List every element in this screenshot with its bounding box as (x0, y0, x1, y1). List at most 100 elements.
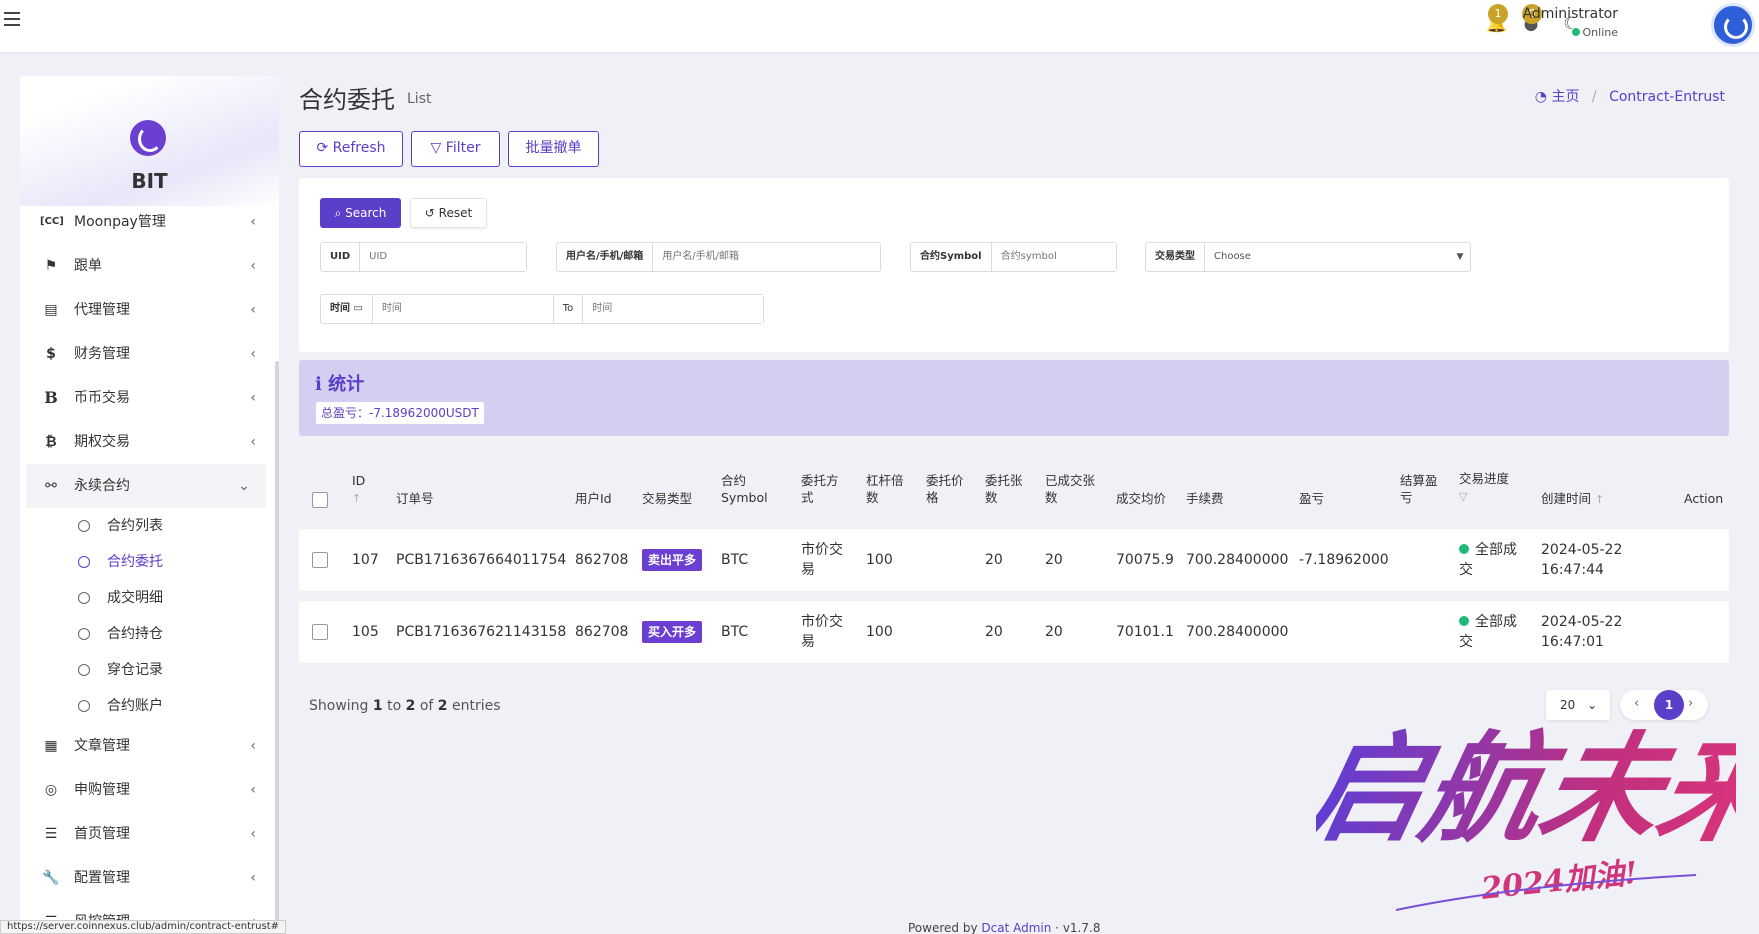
list-icon: ☰ (44, 826, 58, 842)
page-current[interactable]: 1 (1654, 690, 1684, 720)
subitem-trade-detail[interactable]: 成交明细 (20, 580, 272, 616)
th-id[interactable]: ID ↑ (352, 473, 366, 505)
circle-icon (78, 520, 90, 532)
select-all-checkbox[interactable] (312, 492, 328, 508)
sidebar-item-perpetual[interactable]: ⚯ 永续合约 ⌄ (26, 464, 266, 508)
reset-button[interactable]: ↺ Reset (410, 198, 487, 228)
symbol-field: 合约Symbol (910, 242, 1117, 272)
watermark-swoosh (1395, 874, 1697, 911)
sidebar-item-config[interactable]: 🔧 配置管理 ‹ (20, 856, 272, 900)
dollar-icon: $ (46, 346, 56, 362)
table-row: 107 PCB1716367664011754 862708 卖出平多 BTC … (299, 529, 1729, 591)
subitem-contract-entrust[interactable]: 合约委托 (20, 544, 272, 580)
sidebar-scrollbar[interactable] (275, 361, 279, 921)
user-name[interactable]: Administrator (1522, 6, 1618, 22)
per-page-select[interactable]: 20 ⌄ (1546, 690, 1610, 720)
user-status: Online (1571, 26, 1618, 39)
filter-icon[interactable]: ▽ (1459, 490, 1468, 503)
trade-type-label: 交易类型 (1146, 243, 1205, 271)
sort-arrow-icon[interactable]: ↑ (1595, 493, 1605, 506)
subitem-contract-account[interactable]: 合约账户 (20, 688, 272, 724)
bell-icon[interactable]: 🔔 1 (1486, 4, 1508, 36)
sidebar-item-moonpay[interactable]: [CC] Moonpay管理 ‹ (20, 200, 272, 244)
subitem-position[interactable]: 合约持仓 (20, 616, 272, 652)
batch-cancel-button[interactable]: 批量撤单 (508, 131, 599, 167)
trade-type-select[interactable]: Choose (1214, 251, 1251, 262)
cell-leverage: 100 (866, 552, 893, 568)
uid-input[interactable] (360, 243, 526, 271)
time-range-field: 时间 ▭ To (320, 294, 764, 324)
row-checkbox[interactable] (312, 624, 328, 640)
subitem-liquidation[interactable]: 穿仓记录 (20, 652, 272, 688)
cell-trade-type: 卖出平多 (642, 549, 703, 571)
cell-symbol: BTC (721, 624, 749, 640)
cell-entrust-qty: 20 (985, 552, 1003, 568)
row-checkbox[interactable] (312, 552, 328, 568)
total-pnl: 总盈亏：-7.18962000USDT (316, 402, 484, 424)
th-settle-pnl: 结算盈亏 (1400, 473, 1438, 505)
user-input[interactable] (653, 243, 880, 271)
avatar[interactable] (1711, 3, 1755, 47)
menu-toggle-icon[interactable] (4, 12, 20, 26)
subitem-contract-list[interactable]: 合约列表 (20, 508, 272, 544)
prev-page-icon[interactable]: ‹ (1634, 696, 1640, 711)
next-page-icon[interactable]: › (1688, 696, 1694, 711)
brand-name: BIT (131, 169, 168, 193)
th-filled-qty: 已成交张数 (1045, 473, 1096, 505)
sort-arrow-icon[interactable]: ↑ (352, 492, 362, 505)
table-header: ID ↑ 订单号 用户Id 交易类型 合约Symbol 委托方式 杠杆倍数 委托价… (299, 464, 1729, 528)
cell-progress: 全部成交 (1459, 542, 1517, 578)
message-icon[interactable]: ● 0 (1520, 4, 1542, 36)
sidebar-item-articles[interactable]: ▦ 文章管理 ‹ (20, 724, 272, 768)
chevron-left-icon: ‹ (250, 302, 256, 318)
filter-button[interactable]: ▽ Filter (411, 131, 500, 167)
cell-pnl: -7.18962000 (1299, 552, 1389, 568)
th-created-at[interactable]: 创建时间 ↑ (1541, 491, 1605, 506)
user-label: 用户名/手机/邮箱 (557, 243, 654, 271)
cell-fee: 700.28400000 (1186, 552, 1289, 568)
link-icon: ⚯ (45, 478, 57, 494)
cell-trade-type: 买入开多 (642, 621, 703, 643)
th-user-id: 用户Id (575, 491, 612, 506)
breadcrumb-separator: / (1591, 89, 1597, 105)
online-dot-icon (1571, 28, 1580, 36)
footer-link[interactable]: Dcat Admin (981, 921, 1052, 934)
time-end-input[interactable] (583, 295, 763, 323)
cell-entrust-mode: 市价交易 (801, 614, 843, 650)
sidebar-item-homepage[interactable]: ☰ 首页管理 ‹ (20, 812, 272, 856)
cell-avg-price: 70101.1 (1116, 624, 1174, 640)
breadcrumb: ◔ 主页 / Contract-Entrust (1535, 86, 1725, 106)
sidebar-item-agent[interactable]: ▤ 代理管理 ‹ (20, 288, 272, 332)
chevron-left-icon: ‹ (250, 390, 256, 406)
th-leverage: 杠杆倍数 (866, 473, 904, 505)
breadcrumb-home[interactable]: 主页 (1551, 89, 1580, 105)
th-fee: 手续费 (1186, 491, 1224, 506)
time-start-input[interactable] (372, 295, 554, 323)
refresh-icon: ⟳ (316, 140, 329, 156)
search-button[interactable]: ⌕ Search (320, 198, 401, 228)
caret-down-icon: ▼ (1456, 252, 1464, 262)
symbol-label: 合约Symbol (911, 243, 992, 271)
bold-b-icon: B (44, 388, 58, 407)
th-avg-price: 成交均价 (1116, 491, 1167, 506)
cell-created-at: 2024-05-22 16:47:44 (1541, 542, 1623, 578)
status-dot-icon (1459, 616, 1469, 626)
lifebuoy-icon: ◎ (44, 782, 58, 798)
message-badge: 0 (1522, 4, 1542, 24)
symbol-input[interactable] (991, 243, 1116, 271)
sidebar-item-spot[interactable]: B 币币交易 ‹ (20, 376, 272, 420)
th-entrust-mode: 委托方式 (801, 473, 839, 505)
sidebar-item-options[interactable]: ₿ 期权交易 ‹ (20, 420, 272, 464)
refresh-button[interactable]: ⟳ Refresh (299, 131, 403, 167)
th-pnl: 盈亏 (1299, 491, 1325, 506)
cell-entrust-mode: 市价交易 (801, 542, 843, 578)
trade-type-tag: 买入开多 (642, 621, 703, 643)
sidebar-item-finance[interactable]: $ 财务管理 ‹ (20, 332, 272, 376)
sidebar-item-subscription[interactable]: ◎ 申购管理 ‹ (20, 768, 272, 812)
cell-created-at: 2024-05-22 16:47:01 (1541, 614, 1623, 650)
status-dot-icon (1459, 544, 1469, 554)
breadcrumb-current[interactable]: Contract-Entrust (1609, 89, 1725, 105)
cc-icon: [CC] (40, 216, 64, 227)
status-url: https://server.coinnexus.club/admin/cont… (0, 920, 286, 934)
sidebar-item-copytrade[interactable]: ⚑ 跟单 ‹ (20, 244, 272, 288)
